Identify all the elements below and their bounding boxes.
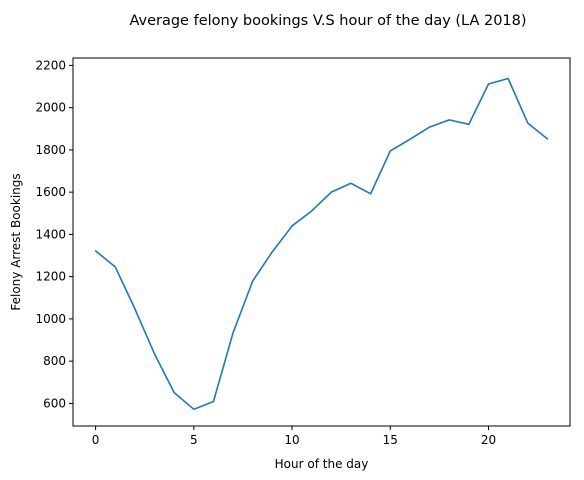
plot-area [73,58,570,426]
y-tick-label: 1600 [35,185,66,199]
y-tick-label: 600 [43,396,66,410]
x-tick-label: 20 [481,433,496,447]
x-tick-label: 5 [190,433,198,447]
plot-frame [72,57,571,427]
series-line [94,77,549,411]
x-tick-label: 15 [383,433,398,447]
y-tick-label: 800 [43,354,66,368]
y-tick-label: 2200 [35,58,66,72]
y-axis-label: Felony Arrest Bookings [9,173,23,310]
x-tick-label: 0 [92,433,100,447]
x-axis-label: Hour of the day [275,457,369,471]
y-tick-label: 1800 [35,143,66,157]
chart-title: Average felony bookings V.S hour of the … [129,13,526,29]
y-tick-label: 1400 [35,227,66,241]
y-tick-label: 2000 [35,101,66,115]
x-tick-label: 10 [284,433,299,447]
y-tick-label: 1200 [35,270,66,284]
y-tick-label: 1000 [35,312,66,326]
